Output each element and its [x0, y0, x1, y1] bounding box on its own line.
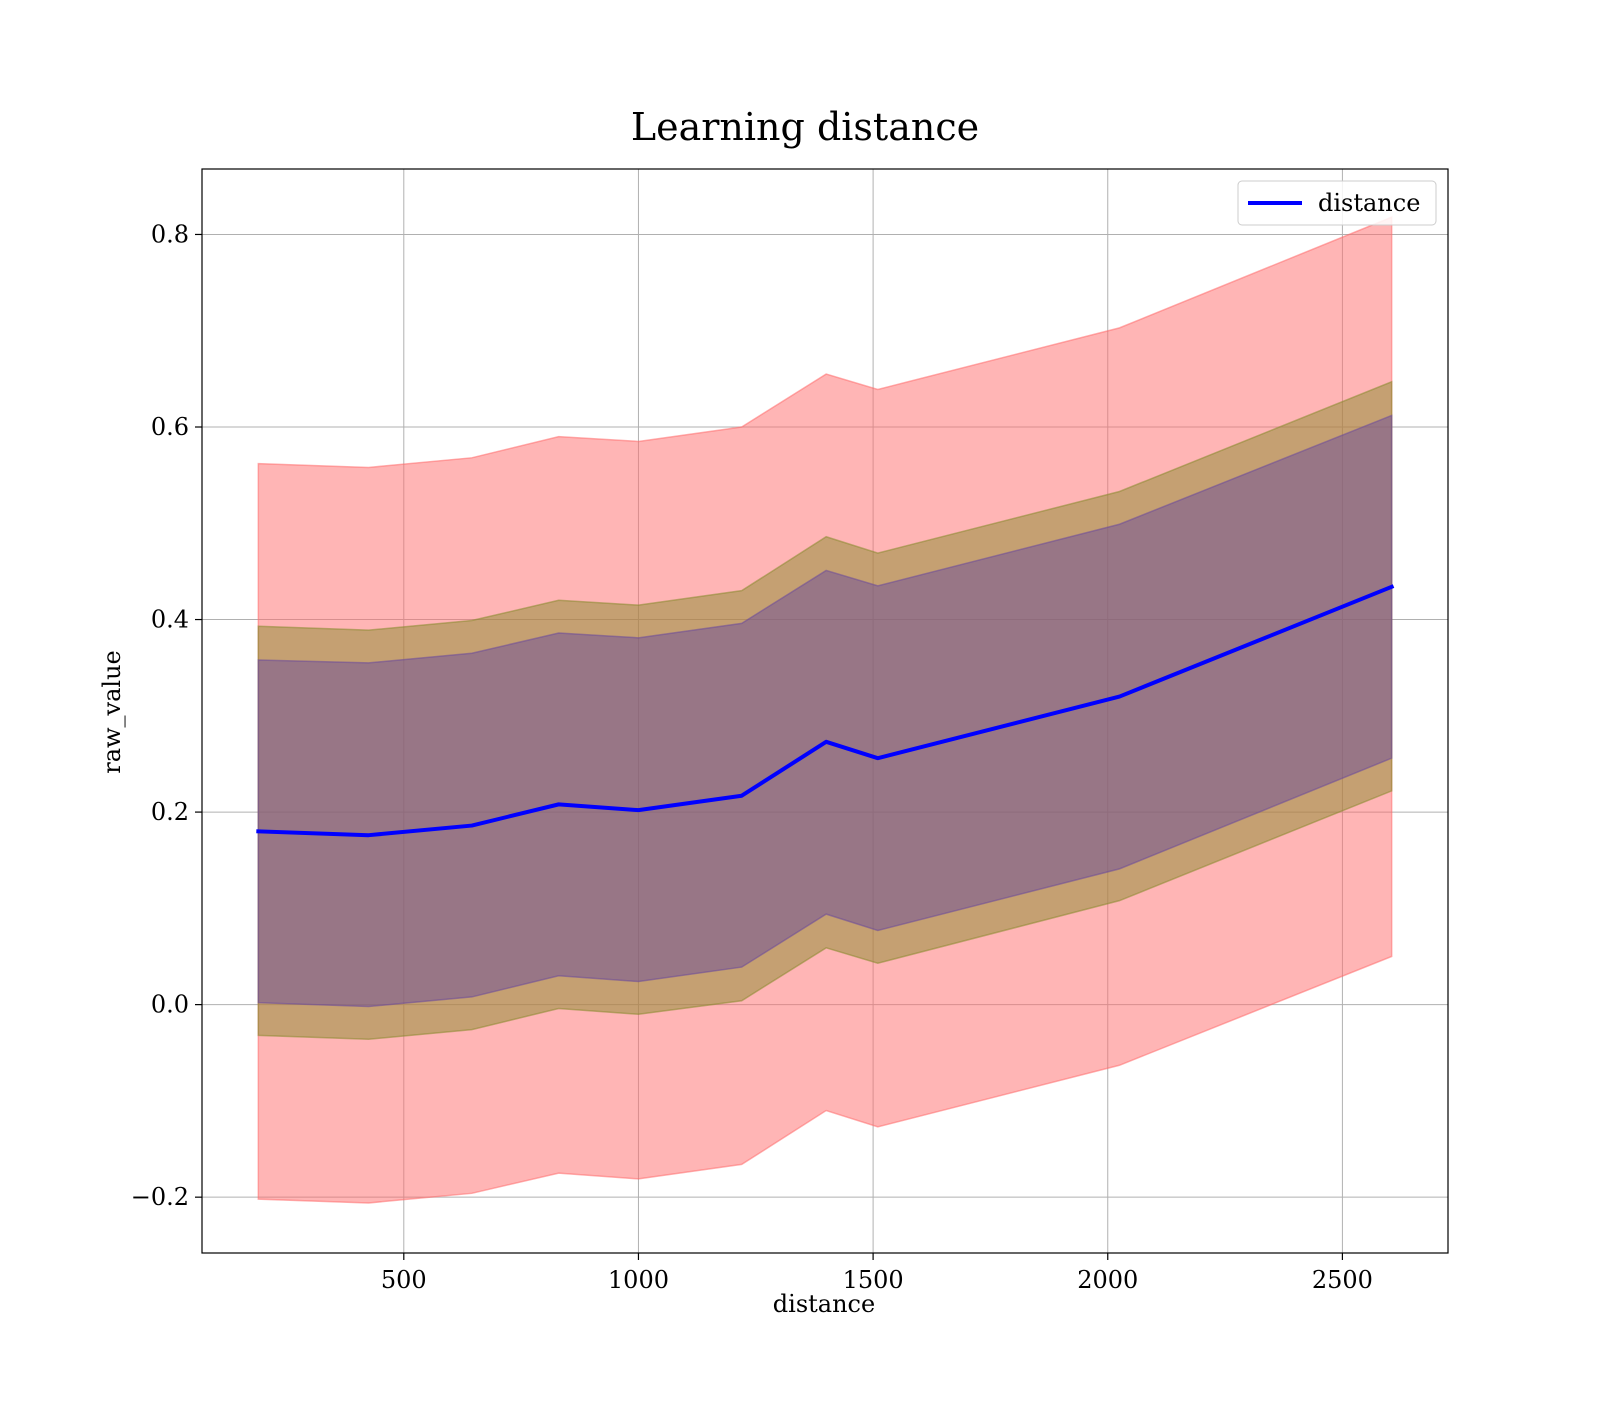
- y-axis-label: raw_value: [98, 650, 126, 774]
- x-tick-label-3: 2000: [1077, 1266, 1138, 1294]
- x-tick-label-1: 1000: [608, 1266, 669, 1294]
- x-tick-label-4: 2500: [1312, 1266, 1373, 1294]
- axes-frame: [201, 168, 1449, 1254]
- y-tick-label-5: 0.8: [151, 220, 189, 248]
- y-tick-label-1: 0.0: [151, 991, 189, 1019]
- legend-label-distance: distance: [1318, 189, 1420, 217]
- chart-title: Learning distance: [631, 105, 979, 149]
- series-line-distance: [256, 584, 1395, 838]
- plot-area: 500 1000 1500 2000 2500 −0.2 0.0 0.2 0.4 0.6 0.8 di…: [131, 168, 1449, 1294]
- x-tick-label-2: 1500: [843, 1266, 904, 1294]
- band-inner-b: [257, 414, 1393, 1008]
- legend-box: [1237, 180, 1437, 226]
- y-tick-label-0: −0.2: [131, 1183, 189, 1211]
- x-tick-label-0: 500: [381, 1266, 427, 1294]
- y-tick-label-3: 0.4: [151, 606, 189, 634]
- y-tick-label-4: 0.6: [151, 413, 189, 441]
- y-tick-label-2: 0.2: [151, 798, 189, 826]
- x-axis-label: distance: [773, 1290, 875, 1318]
